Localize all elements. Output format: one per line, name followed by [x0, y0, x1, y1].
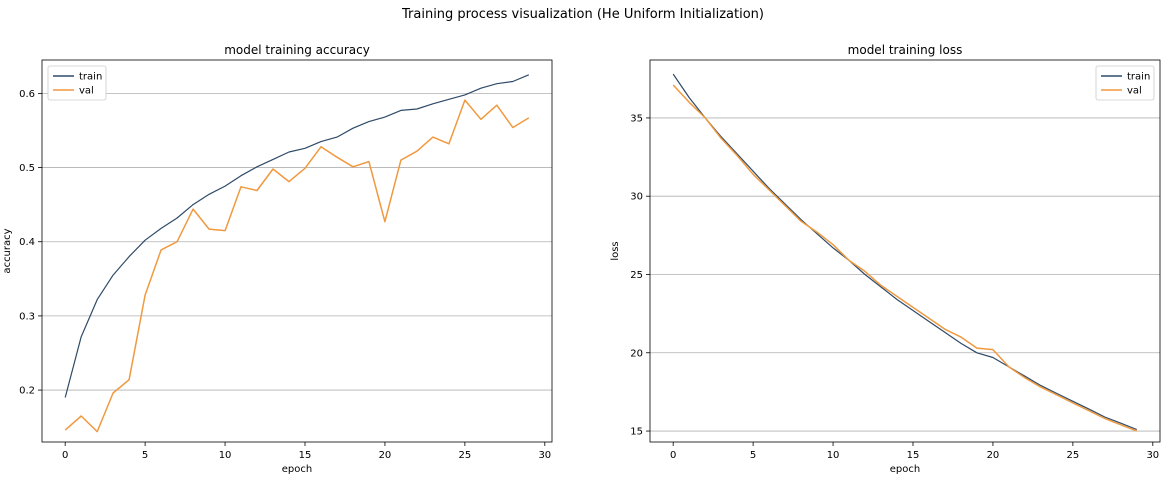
y-tick-label: 15: [630, 427, 643, 438]
loss-chart: model training loss 0 5 10 15 20 25 30 15 20 25 30 3…: [610, 43, 1161, 475]
x-tick-label: 5: [750, 450, 756, 461]
x-tick-label: 20: [987, 450, 1000, 461]
y-tick-label: 0.4: [19, 237, 35, 248]
x-tick-label: 20: [379, 450, 392, 461]
x-tick-label: 15: [907, 450, 920, 461]
x-tick-label: 5: [142, 450, 148, 461]
series-line-train: [64, 74, 530, 398]
y-tick-label: 35: [630, 113, 643, 124]
x-tick-label: 25: [459, 450, 472, 461]
plot-frame: [41, 59, 553, 443]
x-tick-label: 10: [827, 450, 840, 461]
y-tick-label: 25: [630, 270, 643, 281]
legend: train val: [1095, 65, 1155, 101]
x-tick-label: 15: [299, 450, 312, 461]
y-tick-label: 30: [630, 192, 643, 203]
x-axis-label: epoch: [890, 464, 920, 475]
plot-frame: [649, 59, 1161, 443]
y-tick-label: 0.2: [19, 386, 35, 397]
legend-box: [1095, 65, 1155, 101]
chart-title: model training loss: [848, 43, 963, 57]
legend-label-train: train: [79, 72, 102, 83]
y-tick-label: 0.5: [19, 163, 35, 174]
series-line-train: [672, 73, 1138, 431]
figure-suptitle: Training process visualization (He Unifo…: [401, 7, 764, 22]
x-tick-label: 0: [62, 450, 68, 461]
x-axis-label: epoch: [282, 464, 312, 475]
legend-label-val: val: [1127, 86, 1142, 97]
accuracy-chart: model training accuracy 0 5 10 15 20 25 30 0.2 0.…: [2, 43, 553, 475]
x-tick-label: 30: [1146, 450, 1159, 461]
x-tick-label: 0: [670, 450, 676, 461]
legend: train val: [47, 65, 107, 101]
y-tick-label: 0.3: [19, 311, 35, 322]
x-tick-label: 30: [538, 450, 551, 461]
legend-label-val: val: [79, 86, 94, 97]
y-axis-label: accuracy: [2, 228, 13, 273]
legend-label-train: train: [1127, 72, 1150, 83]
series-line-val: [64, 99, 530, 433]
y-tick-label: 20: [630, 348, 643, 359]
y-axis-label: loss: [610, 241, 621, 260]
series-line-val: [672, 84, 1138, 432]
legend-box: [47, 65, 107, 101]
y-tick-label: 0.6: [19, 89, 35, 100]
x-tick-label: 25: [1067, 450, 1080, 461]
chart-title: model training accuracy: [224, 43, 370, 57]
x-tick-label: 10: [219, 450, 232, 461]
